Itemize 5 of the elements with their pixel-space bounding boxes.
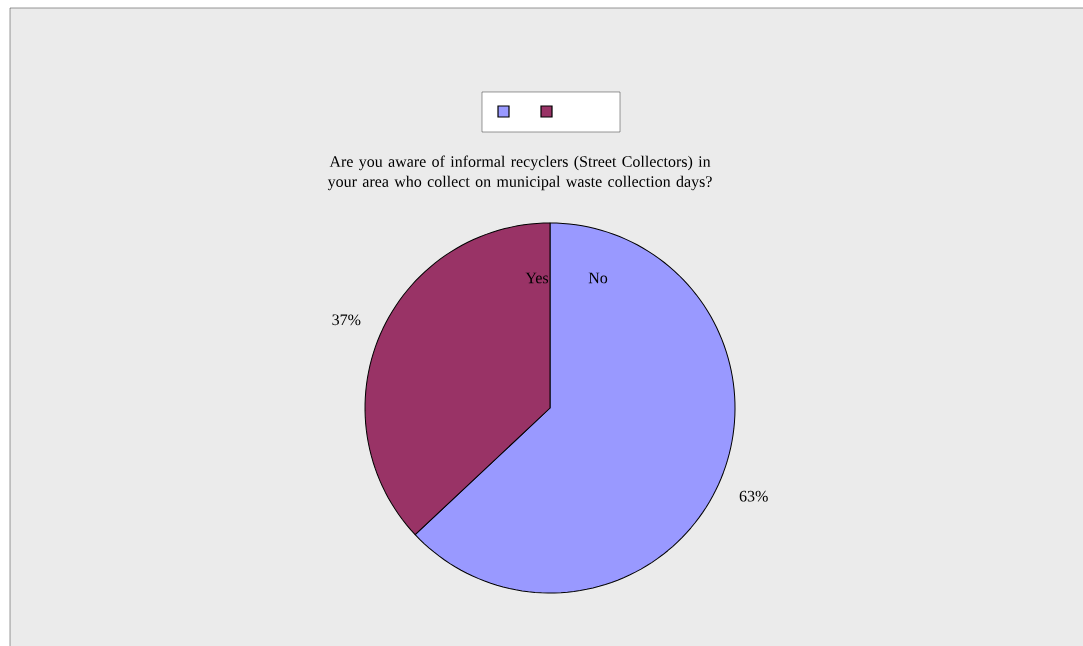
slice-label: Yes [525, 272, 549, 284]
data-label: 63% [739, 490, 768, 502]
data-label: 37% [332, 314, 361, 326]
chart-title: Are you aware of informal recyclers (Street Collectors) in your area who collect on municipal waste collection days? [327, 155, 712, 191]
slice-label: No [588, 272, 608, 284]
